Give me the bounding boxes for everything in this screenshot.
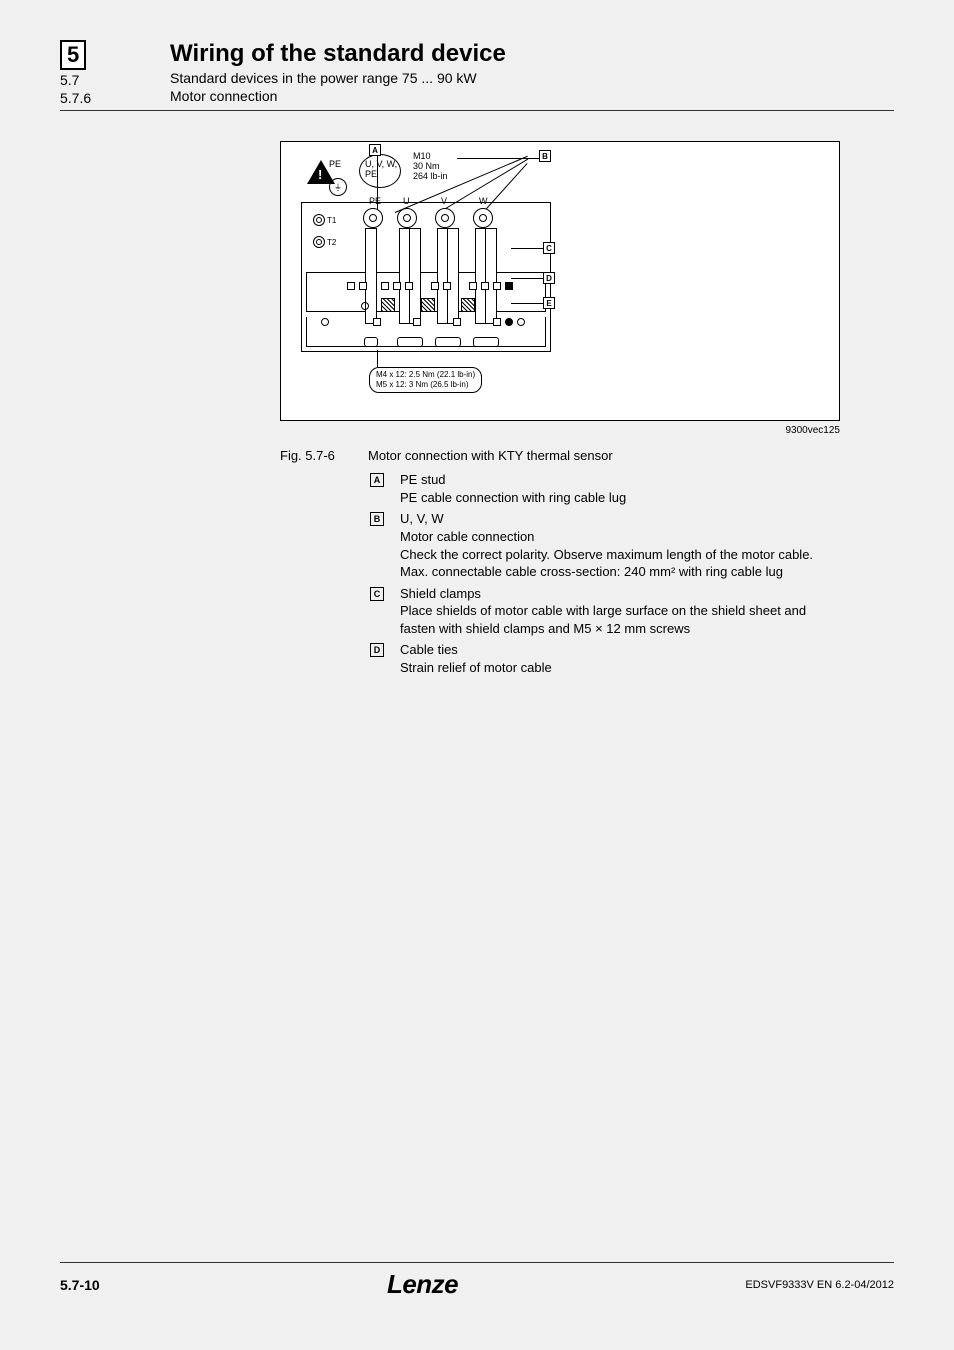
- figure-legend: A PE stud PE cable connection with ring …: [370, 471, 830, 676]
- legend-b-desc: Motor cable connection Check the correct…: [400, 529, 813, 579]
- v-label: V: [441, 197, 447, 207]
- callout-d: D: [543, 272, 555, 284]
- callout-b: B: [539, 150, 551, 162]
- u-label: U: [403, 197, 410, 207]
- torque-label: M4 x 12: 2.5 Nm (22.1 lb-in) M5 x 12: 3 …: [369, 367, 482, 392]
- chapter-title: Wiring of the standard device: [170, 40, 894, 68]
- subsection-number: 5.7.6: [60, 90, 170, 106]
- figure-caption: Fig. 5.7-6 Motor connection with KTY the…: [280, 448, 840, 463]
- legend-a-term: PE stud: [400, 472, 446, 487]
- figure-caption-label: Fig. 5.7-6: [280, 448, 360, 463]
- legend-d-term: Cable ties: [400, 642, 458, 657]
- pe-label: PE: [329, 160, 341, 170]
- footer-document-ref: EDSVF9333V EN 6.2-04/2012: [745, 1279, 894, 1291]
- t2-label: T2: [327, 238, 336, 247]
- legend-marker-b: B: [370, 512, 384, 526]
- callout-c: C: [543, 242, 555, 254]
- pe2-label: PE: [369, 197, 381, 207]
- legend-b-term: U, V, W: [400, 511, 444, 526]
- w-label: W: [479, 197, 488, 207]
- section-title: Standard devices in the power range 75 .…: [170, 70, 894, 86]
- legend-a-desc: PE cable connection with ring cable lug: [400, 490, 626, 505]
- figure-caption-text: Motor connection with KTY thermal sensor: [368, 448, 840, 463]
- subsection-title: Motor connection: [170, 88, 894, 104]
- page-header: 5 5.7 5.7.6 Wiring of the standard devic…: [60, 40, 894, 111]
- legend-marker-a: A: [370, 473, 384, 487]
- figure-area: ⏚ PE U, V, W, PE M10 30 Nm 264 lb-in A B…: [280, 141, 894, 676]
- chapter-number: 5: [60, 40, 86, 70]
- callout-a: A: [369, 144, 381, 156]
- figure-reference: 9300vec125: [280, 425, 840, 436]
- legend-c-desc: Place shields of motor cable with large …: [400, 603, 806, 636]
- page-footer: 5.7-10 Lenze EDSVF9333V EN 6.2-04/2012: [60, 1262, 894, 1300]
- t1-label: T1: [327, 216, 336, 225]
- uvwpe-label: U, V, W, PE: [365, 160, 397, 180]
- legend-marker-c: C: [370, 587, 384, 601]
- footer-rule: [60, 1262, 894, 1263]
- callout-e: E: [543, 297, 555, 309]
- figure-diagram: ⏚ PE U, V, W, PE M10 30 Nm 264 lb-in A B…: [280, 141, 840, 421]
- m10-label: M10 30 Nm 264 lb-in: [413, 152, 448, 182]
- footer-logo: Lenze: [387, 1269, 458, 1300]
- legend-d-desc: Strain relief of motor cable: [400, 660, 552, 675]
- header-rule: [60, 110, 894, 111]
- legend-c-term: Shield clamps: [400, 586, 481, 601]
- section-number: 5.7: [60, 72, 170, 88]
- legend-marker-d: D: [370, 643, 384, 657]
- footer-page-number: 5.7-10: [60, 1277, 100, 1293]
